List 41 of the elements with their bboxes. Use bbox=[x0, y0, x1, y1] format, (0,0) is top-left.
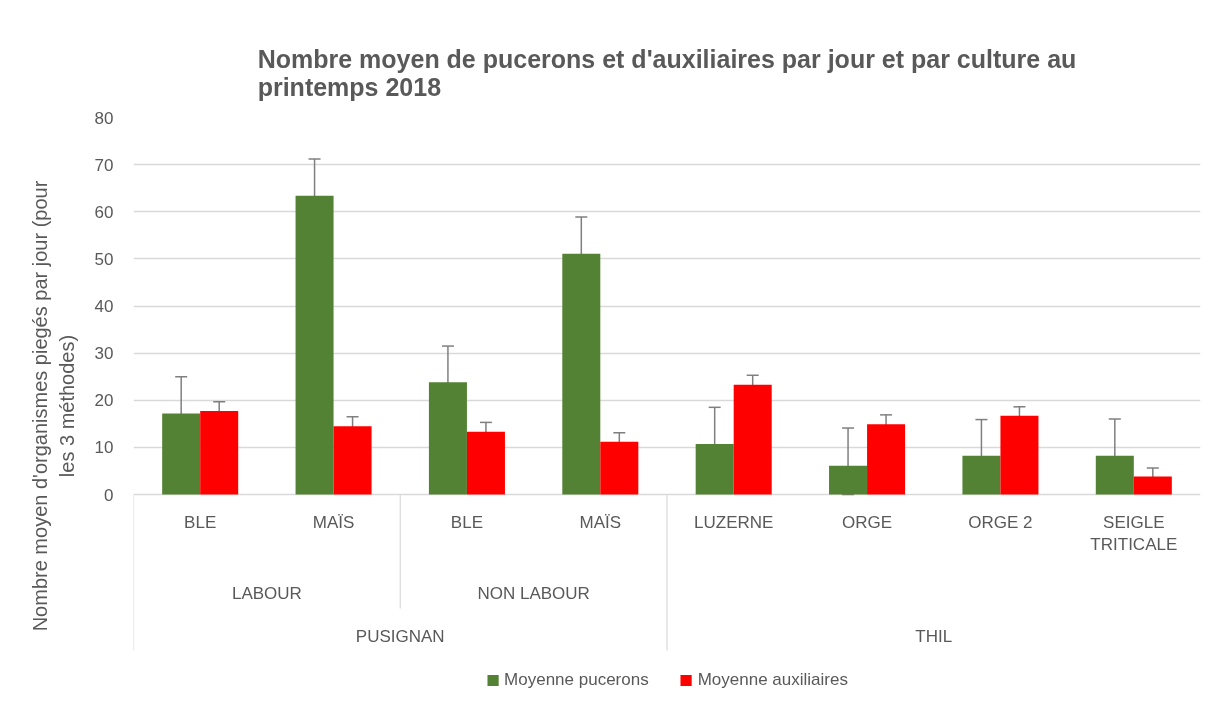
category-label: ORGE 2 bbox=[968, 512, 1033, 532]
bar bbox=[1133, 476, 1172, 495]
chart-title: Nombre moyen de pucerons et d'auxiliaires par jour et par culture au printemps 2018 bbox=[257, 44, 1077, 101]
legend-label: Moyenne pucerons bbox=[504, 670, 649, 690]
y-tick-label: 30 bbox=[94, 344, 114, 364]
y-tick-label: 50 bbox=[94, 249, 114, 269]
y-axis-title: Nombre moyen d'organismes piegés par jour (pour les 3 méthodes) bbox=[29, 180, 78, 632]
category-label: NON LABOUR bbox=[477, 584, 590, 603]
bar bbox=[1095, 455, 1134, 495]
bar bbox=[962, 455, 1001, 495]
category-label: THIL bbox=[915, 627, 953, 646]
category-label: LABOUR bbox=[231, 584, 302, 603]
category-label: ORGE bbox=[842, 512, 893, 532]
bar bbox=[428, 382, 467, 495]
category-label: BLE bbox=[450, 512, 484, 532]
bar bbox=[295, 195, 334, 495]
legend-label: Moyenne auxiliaires bbox=[697, 670, 848, 690]
bar bbox=[867, 424, 906, 495]
y-tick-label: 80 bbox=[94, 108, 114, 128]
category-label: PUSIGNAN bbox=[355, 627, 445, 646]
y-tick-label: 10 bbox=[94, 438, 114, 458]
bar bbox=[695, 444, 734, 495]
bar bbox=[1000, 415, 1039, 495]
category-label: MAÏS bbox=[579, 512, 622, 532]
bar bbox=[466, 431, 505, 495]
bar bbox=[600, 441, 639, 495]
bar bbox=[562, 253, 601, 495]
category-label: LUZERNE bbox=[694, 512, 774, 532]
y-tick-label: 60 bbox=[94, 202, 114, 222]
y-tick-label: 40 bbox=[94, 297, 114, 316]
category-label: SEIGLE TRITICALE bbox=[1090, 512, 1178, 555]
bar bbox=[162, 413, 201, 495]
y-tick-label: 70 bbox=[94, 155, 114, 175]
y-tick-label: 20 bbox=[94, 391, 114, 411]
y-tick-label: 0 bbox=[104, 485, 114, 505]
bar bbox=[829, 465, 868, 495]
category-label: MAÏS bbox=[312, 512, 355, 532]
bar bbox=[333, 426, 372, 495]
category-label: BLE bbox=[184, 512, 217, 532]
bar bbox=[733, 384, 772, 495]
bar bbox=[200, 411, 239, 495]
